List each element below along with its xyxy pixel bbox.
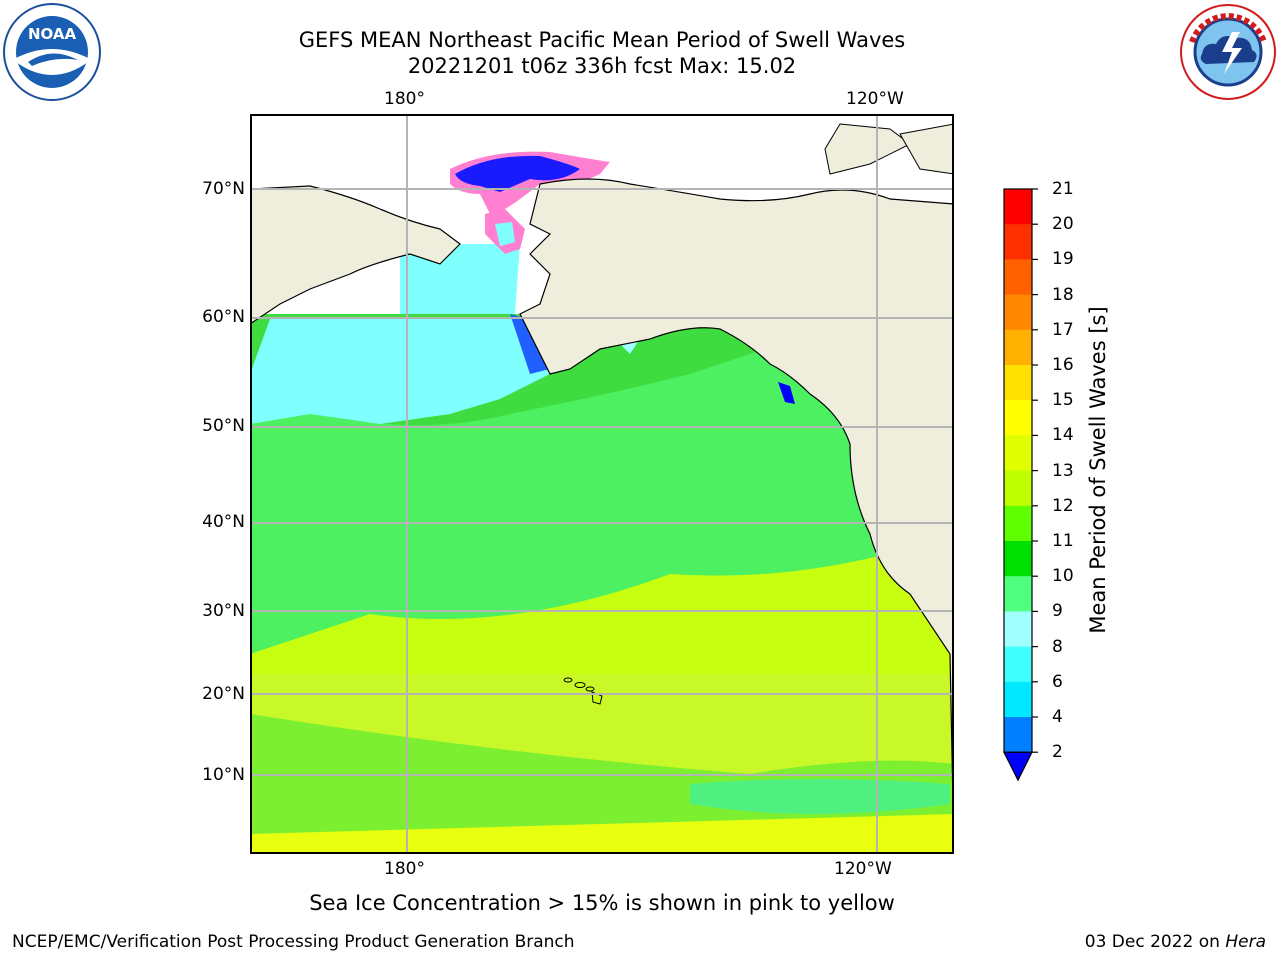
- lat-label-20n: 20°N: [202, 684, 245, 704]
- colorbar-segment: [1004, 505, 1032, 542]
- colorbar-segment: [1004, 259, 1032, 296]
- colorbar-tick-label: 18: [1052, 284, 1074, 305]
- colorbar-tick-label: 12: [1052, 495, 1074, 516]
- colorbar-tick-label: 4: [1052, 707, 1063, 727]
- lat-label-60n: 60°N: [202, 307, 245, 327]
- field-bering-cyan: [250, 319, 550, 424]
- sea-ice-footnote: Sea Ice Concentration > 15% is shown in …: [309, 891, 895, 915]
- chart-subtitle: 20221201 t06z 336h fcst Max: 15.02: [407, 54, 797, 78]
- credit-line: NCEP/EMC/Verification Post Processing Pr…: [12, 932, 575, 952]
- colorbar-tick-label: 2: [1052, 742, 1063, 763]
- sea-ice-core: [455, 155, 580, 192]
- colorbar-tick-label: 10: [1052, 566, 1074, 587]
- colorbar-segment: [1004, 224, 1032, 260]
- lat-label-30n: 30°N: [202, 601, 245, 621]
- colorbar-tick-label: 8: [1052, 636, 1063, 657]
- map-gridlines: [250, 114, 954, 854]
- colorbar-label: Mean Period of Swell Waves [s]: [1086, 306, 1110, 634]
- map-panel: [250, 114, 954, 858]
- colorbar-segment: [1004, 365, 1032, 401]
- colorbar-segment: [1004, 717, 1032, 753]
- lat-label-10n: 10°N: [202, 765, 245, 785]
- nws-logo: [1178, 2, 1278, 106]
- colorbar-segment: [1004, 681, 1032, 718]
- land-arctic-islands: [824, 123, 911, 175]
- colorbar-segment: [1004, 541, 1032, 577]
- lat-label-40n: 40°N: [202, 512, 245, 532]
- colorbar-tick-label: 13: [1052, 460, 1074, 481]
- chart-title: GEFS MEAN Northeast Pacific Mean Period …: [298, 28, 906, 52]
- noaa-logo: NOAA: [2, 2, 102, 106]
- colorbar-segment: [1004, 294, 1032, 331]
- colorbar-tick-label: 16: [1052, 355, 1074, 375]
- colorbar-segment: [1004, 435, 1032, 472]
- colorbar-tick-label: 15: [1052, 390, 1074, 411]
- colorbar-segment: [1004, 470, 1032, 507]
- colorbar-segment: [1004, 329, 1032, 366]
- lon-label-top-180: 180°: [384, 89, 425, 109]
- colorbar-tick-label: 20: [1052, 214, 1074, 235]
- date-text: 03 Dec 2022 on: [1084, 932, 1220, 952]
- colorbar-tick-label: 14: [1052, 425, 1074, 446]
- noaa-logo-text: NOAA: [28, 25, 77, 43]
- colorbar-segment: [1004, 611, 1032, 648]
- colorbar-tick-label: 17: [1052, 319, 1074, 340]
- colorbar-segment: [1004, 576, 1032, 612]
- lon-label-top-120w: 120°W: [846, 89, 904, 109]
- lon-label-bottom-180: 180°: [384, 859, 425, 879]
- colorbar-tick-label: 9: [1052, 601, 1063, 622]
- colorbar-segment: [1004, 646, 1032, 683]
- date-stamp: 03 Dec 2022 on Hera: [1085, 932, 1266, 952]
- colorbar-segment: [1004, 400, 1032, 436]
- colorbar: [990, 180, 1050, 794]
- map-frame: [250, 114, 954, 854]
- colorbar-extend-arrow: [1003, 751, 1033, 782]
- colorbar-tick-label: 19: [1052, 249, 1074, 270]
- host-name: Hera: [1225, 932, 1266, 952]
- colorbar-segment: [1004, 189, 1032, 225]
- lat-label-50n: 50°N: [202, 416, 245, 436]
- lat-label-70n: 70°N: [202, 179, 245, 199]
- lon-label-bottom-120w: 120°W: [834, 859, 892, 879]
- colorbar-tick-label: 6: [1052, 671, 1063, 692]
- colorbar-tick-label: 21: [1052, 179, 1074, 199]
- colorbar-tick-label: 11: [1052, 531, 1074, 551]
